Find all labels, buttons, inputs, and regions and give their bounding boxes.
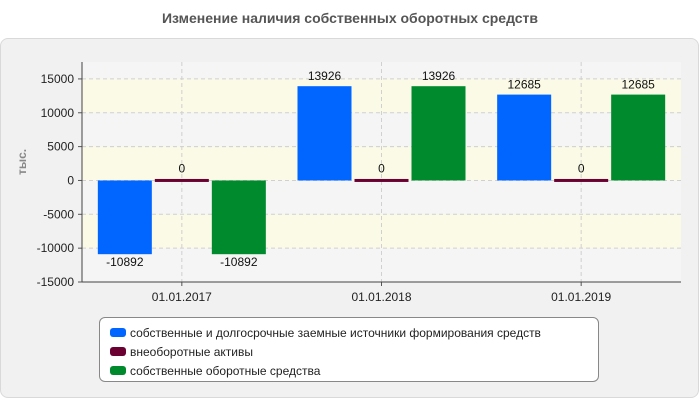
y-tick-label: -10000 bbox=[37, 241, 75, 255]
bar bbox=[611, 94, 666, 181]
legend-item: собственные и долгосрочные заемные источ… bbox=[110, 323, 598, 342]
legend: собственные и долгосрочные заемные источ… bbox=[99, 317, 599, 382]
x-tick-label: 01.01.2019 bbox=[551, 290, 611, 304]
y-tick-label: -15000 bbox=[37, 275, 75, 289]
data-label: 12685 bbox=[507, 78, 541, 92]
y-tick-label: 15000 bbox=[41, 72, 75, 86]
legend-swatch bbox=[110, 366, 126, 375]
bar bbox=[297, 86, 352, 181]
bar bbox=[97, 180, 152, 255]
y-axis-label: тыс. bbox=[15, 148, 29, 175]
data-label: 12685 bbox=[621, 78, 655, 92]
legend-label: внеоборотные активы bbox=[130, 344, 253, 359]
data-label: -10892 bbox=[220, 255, 258, 269]
data-label: 0 bbox=[378, 161, 385, 175]
bar bbox=[211, 180, 266, 255]
data-label: 0 bbox=[178, 161, 185, 175]
legend-swatch bbox=[110, 347, 126, 356]
y-tick-label: 5000 bbox=[47, 140, 74, 154]
x-tick-label: 01.01.2018 bbox=[351, 290, 411, 304]
data-label: 0 bbox=[578, 161, 585, 175]
bar bbox=[154, 178, 209, 182]
x-tick-label: 01.01.2017 bbox=[152, 290, 212, 304]
legend-label: собственные и долгосрочные заемные источ… bbox=[130, 325, 541, 340]
bar bbox=[554, 178, 609, 182]
legend-item: собственные оборотные средства bbox=[110, 361, 598, 380]
bar bbox=[497, 94, 552, 181]
data-label: 13926 bbox=[422, 69, 456, 83]
bar bbox=[354, 178, 409, 182]
data-label: 13926 bbox=[308, 69, 342, 83]
chart-title: Изменение наличия собственных оборотных … bbox=[161, 10, 539, 26]
legend-item: внеоборотные активы bbox=[110, 342, 598, 361]
legend-swatch bbox=[110, 328, 126, 337]
y-tick-label: 0 bbox=[67, 173, 74, 187]
y-tick-label: 10000 bbox=[41, 106, 75, 120]
legend-label: собственные оборотные средства bbox=[130, 363, 321, 378]
bar bbox=[411, 86, 466, 181]
y-tick-label: -5000 bbox=[43, 207, 74, 221]
data-label: -10892 bbox=[106, 255, 144, 269]
